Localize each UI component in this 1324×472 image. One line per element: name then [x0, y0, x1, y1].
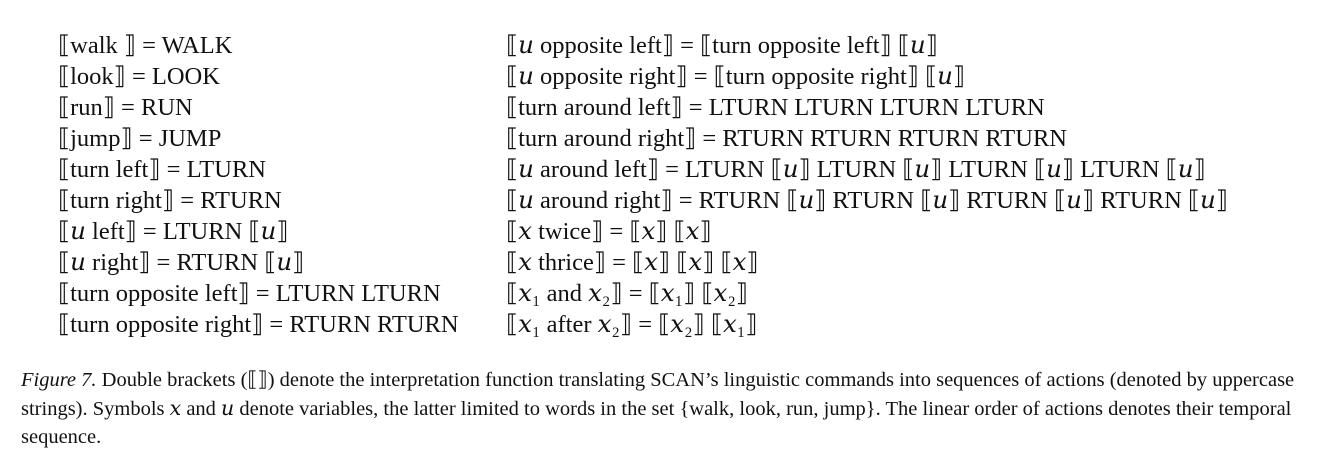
rule-turn-around-right: ⟦turn around right⟧ = RTURN RTURN RTURN … — [506, 125, 1067, 152]
rule-walk: ⟦walk ⟧ = WALK — [58, 32, 233, 59]
figure-label: Figure 7. — [21, 369, 97, 391]
rule-turn-around-left: ⟦turn around left⟧ = LTURN LTURN LTURN L… — [506, 94, 1045, 121]
rule-turn-opposite-right: ⟦turn opposite right⟧ = RTURN RTURN — [58, 311, 459, 338]
rule-turn-right: ⟦turn right⟧ = RTURN — [58, 187, 282, 214]
rule-u-left: ⟦𝑢 left⟧ = LTURN ⟦𝑢⟧ — [58, 218, 289, 245]
rule-u-right: ⟦𝑢 right⟧ = RTURN ⟦𝑢⟧ — [58, 249, 305, 276]
caption-text: Double brackets (⟦⟧) denote the interpre… — [21, 369, 1295, 448]
rule-x-twice: ⟦𝑥 twice⟧ = ⟦𝑥⟧ ⟦𝑥⟧ — [506, 218, 712, 245]
rule-turn-left: ⟦turn left⟧ = LTURN — [58, 156, 266, 183]
rule-x-thrice: ⟦𝑥 thrice⟧ = ⟦𝑥⟧ ⟦𝑥⟧ ⟦𝑥⟧ — [506, 249, 759, 276]
rule-jump: ⟦jump⟧ = JUMP — [58, 125, 222, 152]
rule-turn-opposite-left: ⟦turn opposite left⟧ = LTURN LTURN — [58, 280, 441, 307]
rule-look: ⟦look⟧ = LOOK — [58, 63, 220, 90]
rule-u-opposite-left: ⟦𝑢 opposite left⟧ = ⟦turn opposite left⟧… — [506, 32, 938, 59]
rules-right-column: ⟦𝑢 opposite left⟧ = ⟦turn opposite left⟧… — [506, 30, 1228, 340]
rule-x1-after-x2: ⟦𝑥₁ after 𝑥₂⟧ = ⟦𝑥₂⟧ ⟦𝑥₁⟧ — [506, 311, 758, 338]
figure-caption: Figure 7. Double brackets (⟦⟧) denote th… — [21, 366, 1296, 452]
rule-x1-and-x2: ⟦𝑥₁ and 𝑥₂⟧ = ⟦𝑥₁⟧ ⟦𝑥₂⟧ — [506, 280, 749, 307]
rules-left-column: ⟦walk ⟧ = WALK ⟦look⟧ = LOOK ⟦run⟧ = RUN… — [58, 30, 459, 340]
rule-u-opposite-right: ⟦𝑢 opposite right⟧ = ⟦turn opposite righ… — [506, 63, 966, 90]
rule-u-around-right: ⟦𝑢 around right⟧ = RTURN ⟦𝑢⟧ RTURN ⟦𝑢⟧ R… — [506, 187, 1228, 214]
rule-u-around-left: ⟦𝑢 around left⟧ = LTURN ⟦𝑢⟧ LTURN ⟦𝑢⟧ LT… — [506, 156, 1206, 183]
rule-run: ⟦run⟧ = RUN — [58, 94, 193, 121]
